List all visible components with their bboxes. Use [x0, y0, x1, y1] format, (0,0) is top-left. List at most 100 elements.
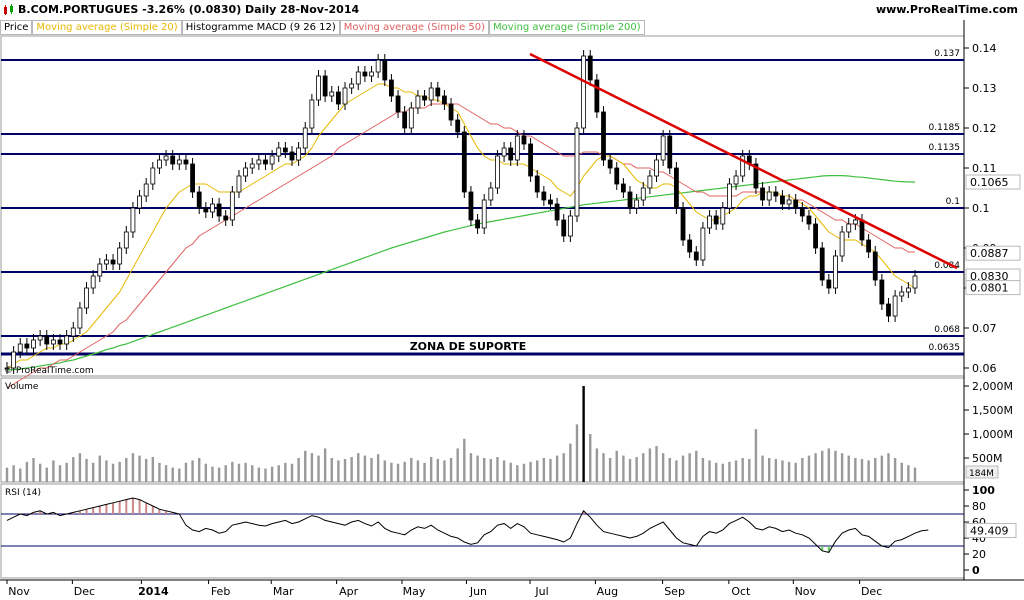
- legend-sma50[interactable]: Moving average (Simple 50): [339, 20, 490, 35]
- price-candle: [448, 103, 454, 121]
- volume-bar: [317, 455, 320, 482]
- price-candle: [176, 159, 182, 165]
- volume-badge-box: [965, 465, 999, 479]
- price-candle: [316, 75, 321, 101]
- volume-bar: [476, 455, 479, 482]
- volume-bar: [489, 458, 493, 482]
- x-tick-label: Sep: [664, 585, 685, 598]
- rsi-title: RSI (14): [5, 488, 41, 498]
- price-candle: [123, 231, 129, 249]
- price-candle: [707, 215, 712, 229]
- volume-bar: [423, 462, 426, 482]
- level-label: 0.084: [934, 261, 960, 271]
- price-candle: [150, 167, 156, 185]
- price-candle: [382, 59, 388, 81]
- volume-bar: [522, 463, 526, 482]
- volume-bar: [847, 455, 850, 482]
- volume-bar: [323, 448, 327, 482]
- legend-sma200[interactable]: Moving average (Simple 200): [489, 20, 645, 35]
- price-candle: [17, 343, 23, 353]
- volume-bar: [118, 461, 121, 482]
- volume-bar: [655, 446, 658, 482]
- volume-bar: [834, 450, 837, 482]
- price-candle: [793, 199, 799, 209]
- price-candle: [369, 71, 374, 77]
- price-candle: [64, 335, 70, 345]
- level-label: 0.1135: [929, 143, 961, 153]
- price-candle: [561, 219, 567, 237]
- volume-bar: [363, 455, 367, 482]
- price-candle: [137, 195, 142, 209]
- price-candle: [90, 275, 96, 289]
- volume-bar: [787, 461, 791, 482]
- price-candle: [97, 263, 103, 277]
- price-candle: [720, 207, 726, 225]
- x-tick-label: 2014: [138, 585, 169, 598]
- volume-bar: [880, 455, 884, 482]
- volume-bar: [821, 450, 824, 482]
- volume-bar: [582, 386, 585, 482]
- price-candle: [866, 239, 872, 253]
- volume-bar: [290, 463, 294, 482]
- price-candle: [654, 159, 659, 177]
- price-candle: [57, 339, 63, 345]
- volume-bar: [900, 462, 903, 482]
- volume-bar: [496, 457, 499, 482]
- volume-bar: [244, 462, 247, 482]
- x-tick-label: May: [403, 585, 426, 598]
- volume-bar: [893, 458, 897, 482]
- volume-bar: [801, 458, 804, 482]
- legend-price[interactable]: Price: [0, 20, 33, 35]
- price-candle: [349, 83, 355, 89]
- volume-bar: [270, 466, 274, 482]
- price-candle: [620, 183, 626, 193]
- x-tick-label: Dec: [74, 585, 95, 598]
- volume-bar: [105, 460, 108, 482]
- legend-macd[interactable]: Histogramme MACD (9 26 12): [181, 20, 340, 35]
- volume-bar: [19, 468, 22, 482]
- price-candle: [567, 215, 573, 237]
- volume-bar: [251, 465, 254, 482]
- volume-bar: [217, 467, 221, 482]
- volume-bar: [383, 460, 386, 482]
- volume-bar: [151, 457, 155, 482]
- price-candle: [614, 167, 620, 185]
- price-badge-label: 0.0801: [970, 282, 1009, 295]
- volume-bar: [867, 460, 870, 482]
- volume-bar: [350, 457, 353, 482]
- volume-bar: [390, 462, 393, 482]
- price-candle: [799, 207, 805, 217]
- price-candle: [786, 199, 792, 205]
- volume-bar: [907, 465, 910, 482]
- resistance-trendline: [529, 52, 958, 270]
- price-candle: [415, 95, 421, 109]
- site-link[interactable]: www.ProRealTime.com: [875, 3, 1018, 16]
- volume-bar: [310, 453, 314, 482]
- volume-bar: [171, 467, 174, 482]
- volume-bar: [555, 455, 559, 482]
- price-candle: [77, 307, 83, 329]
- price-candle: [833, 255, 838, 289]
- price-candle: [282, 147, 288, 153]
- volume-bar: [38, 463, 42, 482]
- volume-bar: [58, 465, 62, 482]
- volume-bar: [297, 458, 300, 482]
- x-tick-label: Feb: [211, 585, 230, 598]
- price-candle: [594, 79, 600, 113]
- chart-title: B.COM.PORTUGUES -3.26% (0.0830) Daily 28…: [18, 3, 360, 16]
- price-candle: [753, 163, 759, 189]
- volume-bar: [178, 468, 181, 482]
- indicator-legend: Price Moving average (Simple 20) Histogr…: [0, 20, 645, 35]
- price-candle: [713, 215, 719, 225]
- legend-sma20[interactable]: Moving average (Simple 20): [32, 20, 182, 35]
- level-label: 0.137: [934, 49, 960, 59]
- volume-bar: [761, 455, 764, 482]
- price-candle: [541, 191, 547, 201]
- volume-bar: [589, 434, 592, 482]
- volume-bar: [198, 458, 201, 482]
- volume-bar: [456, 448, 459, 482]
- volume-bar: [688, 453, 691, 482]
- volume-bar: [5, 467, 9, 482]
- price-candle: [309, 99, 315, 129]
